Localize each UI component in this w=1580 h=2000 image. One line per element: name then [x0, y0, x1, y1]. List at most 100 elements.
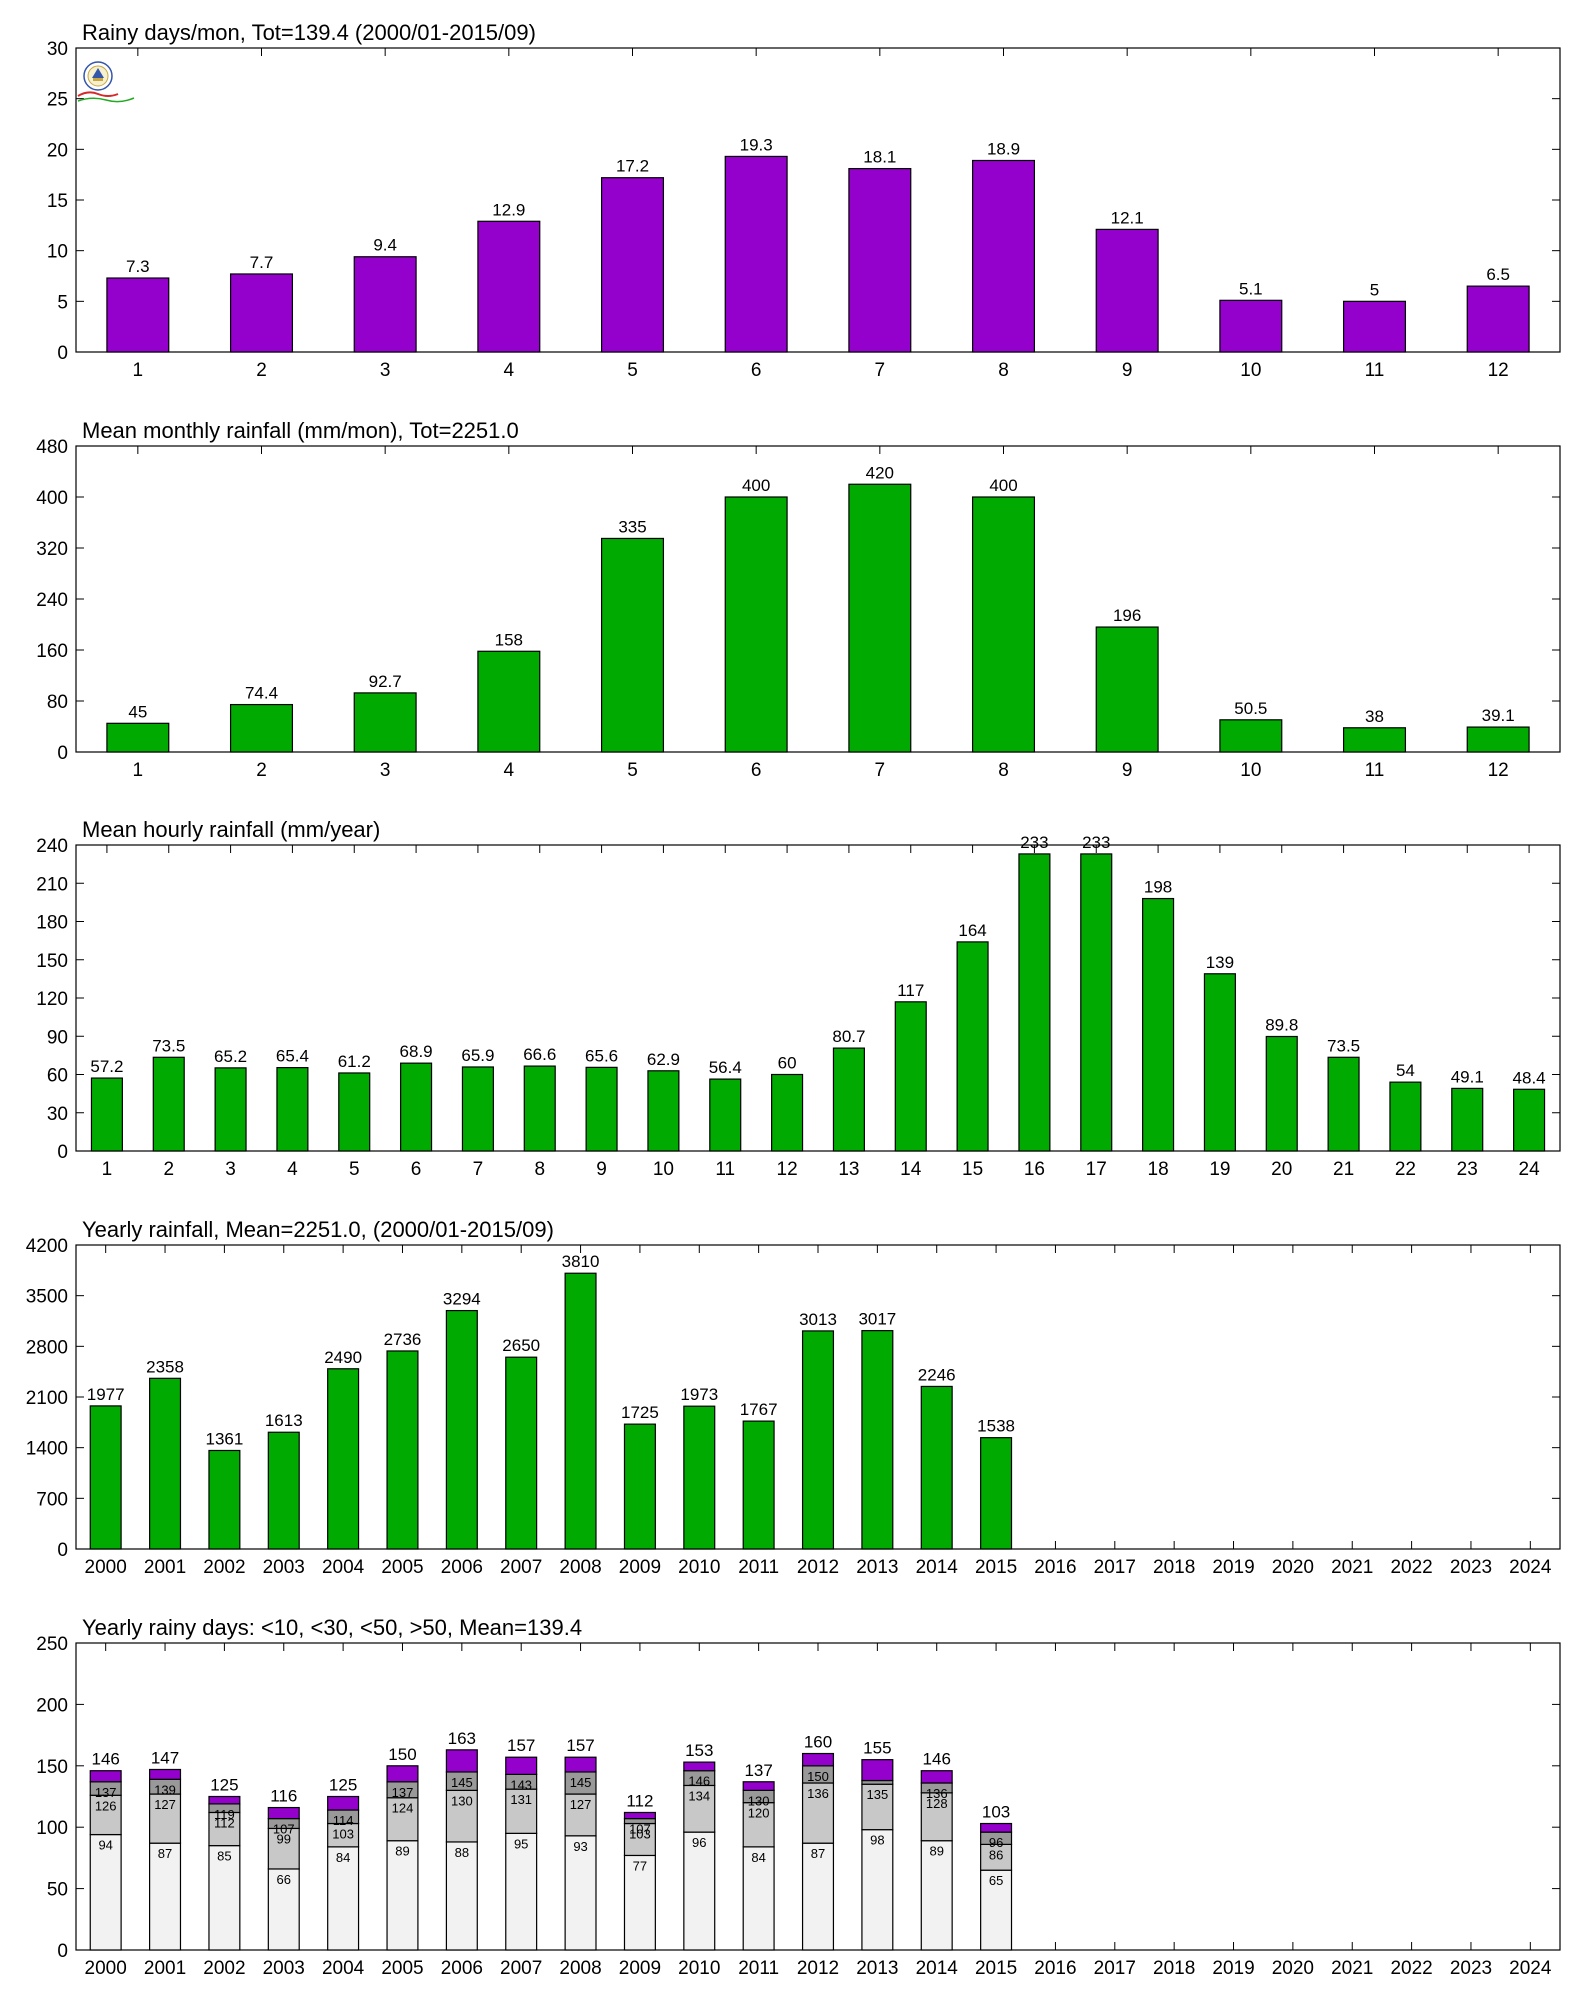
x-tick-label: 2020: [1272, 1557, 1314, 1578]
data-label: 1613: [265, 1411, 303, 1430]
data-label: 57.2: [90, 1057, 123, 1076]
bar: [1342, 727, 1407, 753]
y-tick-label: 5: [57, 292, 68, 313]
plot-frame: [75, 445, 1561, 753]
segment-label: 137: [95, 1785, 117, 1800]
x-tick-label: 2013: [856, 1557, 898, 1578]
segment-label: 77: [633, 1858, 647, 1873]
x-tick-label: 10: [1240, 760, 1261, 781]
data-label: 163: [448, 1729, 476, 1748]
data-label: 150: [388, 1745, 416, 1764]
data-label: 50.5: [1234, 699, 1267, 718]
data-label: 158: [495, 630, 523, 649]
stack-segment: [683, 1784, 716, 1833]
lab-logo: [77, 61, 135, 103]
bar: [1389, 1081, 1422, 1152]
x-tick-label: 18: [1148, 1159, 1169, 1180]
segment-label: 87: [158, 1846, 172, 1861]
stack-segment: [505, 1832, 538, 1951]
y-tick-label: 15: [47, 191, 68, 212]
bar: [338, 1072, 371, 1152]
bar: [477, 650, 541, 753]
data-label: 3294: [443, 1290, 481, 1309]
x-tick-label: 2013: [856, 1958, 898, 1979]
data-label: 103: [982, 1803, 1010, 1822]
bar: [801, 1330, 835, 1550]
bar: [1080, 853, 1113, 1152]
data-label: 117: [897, 981, 924, 1000]
y-tick-label: 240: [36, 590, 68, 611]
y-tick-label: 30: [47, 39, 68, 60]
x-tick-label: 22: [1395, 1159, 1416, 1180]
data-label: 80.7: [832, 1027, 865, 1046]
stack-segment: [208, 1795, 241, 1805]
stack-segment: [386, 1797, 419, 1842]
x-tick-label: 1: [133, 360, 144, 381]
stack-segment: [445, 1749, 478, 1773]
bar: [861, 1330, 894, 1550]
data-label: 60: [778, 1054, 797, 1073]
stack-segment: [623, 1822, 656, 1857]
data-label: 18.1: [863, 148, 896, 167]
data-label: 3013: [799, 1310, 837, 1329]
stack-segment: [208, 1845, 241, 1951]
stack-segment: [980, 1843, 1013, 1871]
data-label: 125: [329, 1776, 357, 1795]
data-label: 61.2: [338, 1052, 371, 1071]
stack-segment: [623, 1854, 656, 1951]
x-tick-label: 12: [777, 1159, 798, 1180]
stack-segment: [801, 1842, 835, 1951]
y-tick-label: 30: [47, 1104, 68, 1125]
stack-segment: [505, 1756, 538, 1775]
bar: [709, 1078, 742, 1152]
bar: [1451, 1087, 1484, 1152]
stack-segment: [742, 1802, 775, 1848]
data-label: 2358: [146, 1357, 184, 1376]
bar: [894, 1001, 927, 1152]
segment-label: 94: [98, 1838, 112, 1853]
bar: [1466, 285, 1530, 353]
x-tick-label: 2009: [619, 1958, 661, 1979]
stack-segment: [683, 1831, 716, 1951]
segment-label: 135: [867, 1787, 889, 1802]
segment-label: 128: [926, 1796, 948, 1811]
bar: [1466, 726, 1530, 753]
bar: [208, 1449, 241, 1550]
data-label: 2490: [324, 1348, 362, 1367]
y-tick-label: 2800: [26, 1337, 68, 1358]
x-tick-label: 2009: [619, 1557, 661, 1578]
bar: [771, 1073, 804, 1152]
data-label: 54: [1396, 1061, 1415, 1080]
segment-label: 124: [392, 1801, 414, 1816]
x-tick-label: 2024: [1509, 1958, 1552, 1979]
data-label: 146: [923, 1750, 951, 1769]
bar: [400, 1062, 433, 1152]
y-tick-label: 160: [36, 641, 68, 662]
x-tick-label: 2008: [559, 1557, 601, 1578]
y-tick-label: 60: [47, 1066, 68, 1087]
data-label: 137: [744, 1761, 772, 1780]
x-tick-label: 2011: [738, 1958, 779, 1979]
data-label: 62.9: [647, 1050, 680, 1069]
data-label: 233: [1082, 833, 1110, 852]
bar: [971, 159, 1036, 353]
data-label: 1361: [205, 1429, 243, 1448]
segment-label: 84: [751, 1850, 765, 1865]
x-tick-label: 2000: [85, 1557, 127, 1578]
segment-label: 143: [510, 1777, 532, 1792]
data-label: 112: [626, 1791, 653, 1810]
segment-label: 84: [336, 1850, 350, 1865]
y-tick-label: 250: [36, 1634, 68, 1655]
chart-3: Mean hourly rainfall (mm/year)0306090120…: [36, 817, 1561, 1180]
plot-frame: [75, 47, 1561, 353]
x-tick-label: 2006: [441, 1557, 483, 1578]
segment-label: 126: [95, 1798, 117, 1813]
data-label: 17.2: [616, 157, 649, 176]
bar: [1142, 897, 1175, 1152]
stack-segment: [980, 1822, 1013, 1833]
bar: [106, 277, 170, 353]
bar: [1342, 300, 1407, 353]
x-tick-label: 2014: [916, 1958, 959, 1979]
x-tick-label: 3: [225, 1159, 236, 1180]
stack-segment: [149, 1793, 182, 1844]
